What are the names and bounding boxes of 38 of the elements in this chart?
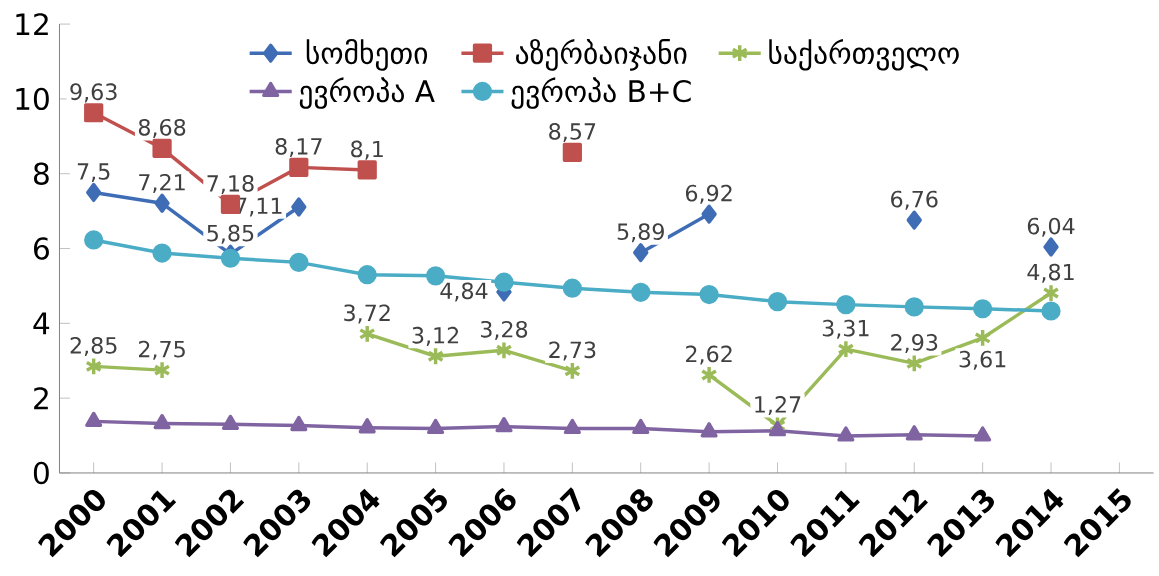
data-label: 7,18	[207, 175, 254, 195]
data-label: 3,61	[959, 350, 1006, 370]
data-label: 4,81	[1027, 263, 1074, 283]
legend-label: აზერბაიჯანი	[516, 39, 687, 71]
data-label: 5,89	[617, 223, 664, 243]
data-label: 9,63	[70, 83, 117, 103]
data-label: 3,28	[480, 320, 528, 340]
data-label: 6,04	[1027, 217, 1075, 237]
data-label: 3,31	[822, 319, 869, 339]
data-label: 6,92	[685, 184, 732, 204]
data-label: 6,76	[891, 190, 938, 210]
y-tick-label: 4	[33, 312, 50, 335]
data-label: 4,84	[440, 282, 488, 302]
y-tick-label: 8	[33, 162, 49, 185]
data-label: 2,85	[70, 337, 117, 357]
data-label: 2,93	[891, 334, 938, 354]
legend-label: ევროპა A	[299, 77, 435, 109]
data-label: 2,75	[138, 340, 185, 360]
legend-label: საქართველო	[769, 39, 959, 71]
data-label: 8,17	[275, 138, 322, 158]
legend-label: სომხეთი	[306, 39, 428, 71]
data-label: 3,12	[412, 326, 459, 346]
y-tick-label: 2	[34, 387, 48, 410]
data-label: 7,5	[77, 163, 110, 183]
legend-label: ევროპა B+C	[511, 77, 691, 109]
data-label: 8,68	[138, 118, 186, 139]
y-tick-label: 6	[34, 237, 49, 260]
y-tick-label: 10	[16, 87, 49, 111]
data-label: 8,57	[549, 123, 596, 143]
y-tick-label: 12	[16, 13, 48, 36]
data-label: 3,72	[344, 304, 390, 324]
data-label: 2,62	[686, 345, 732, 365]
data-label: 7,21	[139, 173, 185, 193]
y-tick-label: 0	[33, 461, 49, 485]
data-label: 1,27	[755, 396, 801, 416]
data-label: 8,1	[351, 140, 383, 160]
data-label: 2,73	[549, 341, 596, 361]
data-label: 5,85	[207, 224, 254, 244]
